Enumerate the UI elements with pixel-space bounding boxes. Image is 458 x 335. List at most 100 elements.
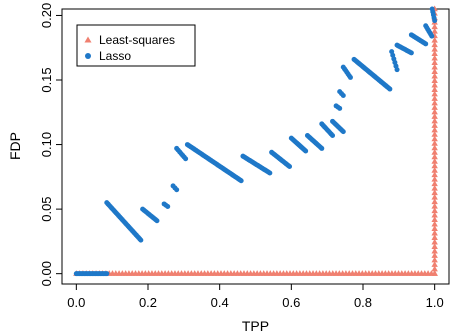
lasso-point	[340, 129, 346, 135]
least-squares-point	[431, 158, 438, 164]
least-squares-point	[431, 144, 438, 151]
x-axis: 0.0 0.2 0.4 0.6 0.8 1.0	[67, 283, 444, 310]
least-squares-legend-marker	[84, 36, 92, 43]
least-squares-point	[431, 27, 438, 34]
least-squares-point	[431, 63, 438, 70]
lasso-point	[174, 187, 180, 193]
lasso-point	[394, 67, 400, 73]
least-squares-point	[431, 36, 438, 43]
least-squares-point	[431, 135, 438, 142]
y-axis: 0.00 0.05 0.10 0.15 0.20	[39, 3, 63, 286]
least-squares-point	[431, 225, 438, 232]
y-axis-title: FDP	[7, 132, 23, 160]
least-squares-point	[431, 184, 438, 191]
least-squares-point	[431, 229, 438, 236]
lasso-point	[104, 271, 110, 277]
y-tick-label: 0.05	[39, 196, 54, 221]
least-squares-point	[431, 238, 438, 245]
y-tick-label: 0.15	[39, 67, 54, 92]
y-tick-label: 0.20	[39, 3, 54, 28]
least-squares-point	[431, 104, 438, 110]
least-squares-point	[431, 189, 438, 196]
lasso-point	[267, 170, 273, 176]
least-squares-point	[431, 211, 438, 218]
lasso-point	[387, 86, 393, 92]
x-tick-label: 0.4	[211, 295, 229, 310]
lasso-point	[408, 50, 414, 56]
least-squares-point	[431, 59, 438, 66]
least-squares-point	[431, 166, 438, 173]
least-squares-point	[431, 77, 438, 83]
least-squares-point	[431, 126, 438, 133]
least-squares-point	[431, 180, 438, 187]
lasso-legend-label: Lasso	[99, 49, 131, 63]
least-squares-point	[431, 202, 438, 209]
least-squares-series	[73, 5, 438, 276]
least-squares-point	[431, 131, 438, 137]
least-squares-point	[431, 54, 438, 61]
legend: Least-squares Lasso	[76, 24, 196, 67]
least-squares-point	[431, 99, 438, 106]
lasso-point	[183, 156, 189, 162]
lasso-point	[432, 18, 438, 24]
least-squares-point	[431, 256, 438, 263]
lasso-point	[423, 41, 429, 47]
least-squares-point	[431, 162, 438, 169]
x-tick-label: 0.6	[282, 295, 300, 310]
lasso-point	[337, 105, 343, 111]
x-tick-label: 1.0	[426, 295, 444, 310]
least-squares-point	[431, 117, 438, 124]
least-squares-point	[431, 122, 438, 128]
lasso-point	[340, 93, 346, 99]
least-squares-point	[431, 45, 438, 52]
least-squares-point	[431, 108, 438, 115]
least-squares-point	[431, 175, 438, 182]
lasso-legend-marker	[85, 53, 91, 59]
least-squares-point	[431, 171, 438, 178]
least-squares-point	[431, 270, 438, 276]
least-squares-point	[431, 50, 438, 57]
lasso-point	[138, 237, 144, 243]
least-squares-point	[431, 149, 438, 155]
x-tick-label: 0.0	[67, 295, 85, 310]
x-tick-label: 0.2	[139, 295, 157, 310]
lasso-point	[238, 178, 244, 184]
legend-box	[76, 24, 196, 67]
least-squares-point	[431, 220, 438, 227]
lasso-point	[287, 164, 293, 170]
lasso-point	[165, 204, 171, 210]
least-squares-point	[431, 72, 438, 79]
lasso-point	[319, 145, 325, 151]
least-squares-point	[431, 113, 438, 119]
least-squares-point	[431, 95, 438, 101]
least-squares-legend-label: Least-squares	[99, 33, 175, 47]
least-squares-point	[431, 265, 438, 272]
least-squares-point	[431, 140, 438, 146]
y-tick-label: 0.10	[39, 132, 54, 157]
least-squares-point	[431, 68, 438, 75]
least-squares-point	[431, 216, 438, 223]
x-tick-label: 0.8	[354, 295, 372, 310]
least-squares-point	[431, 247, 438, 254]
least-squares-point	[431, 41, 438, 48]
y-tick-label: 0.00	[39, 261, 54, 286]
least-squares-point	[431, 207, 438, 214]
least-squares-point	[431, 86, 438, 92]
lasso-point	[154, 218, 160, 224]
least-squares-point	[431, 198, 438, 205]
lasso-series	[73, 6, 438, 277]
lasso-point	[347, 74, 353, 80]
least-squares-point	[431, 234, 438, 240]
lasso-point	[429, 33, 435, 39]
least-squares-point	[431, 153, 438, 160]
lasso-point	[303, 148, 309, 154]
least-squares-point	[431, 252, 438, 258]
least-squares-point	[431, 81, 438, 88]
least-squares-point	[431, 23, 438, 30]
lasso-point	[330, 133, 336, 139]
least-squares-point	[431, 90, 438, 97]
least-squares-point	[431, 261, 438, 267]
x-axis-title: TPP	[242, 318, 269, 334]
least-squares-point	[431, 243, 438, 249]
